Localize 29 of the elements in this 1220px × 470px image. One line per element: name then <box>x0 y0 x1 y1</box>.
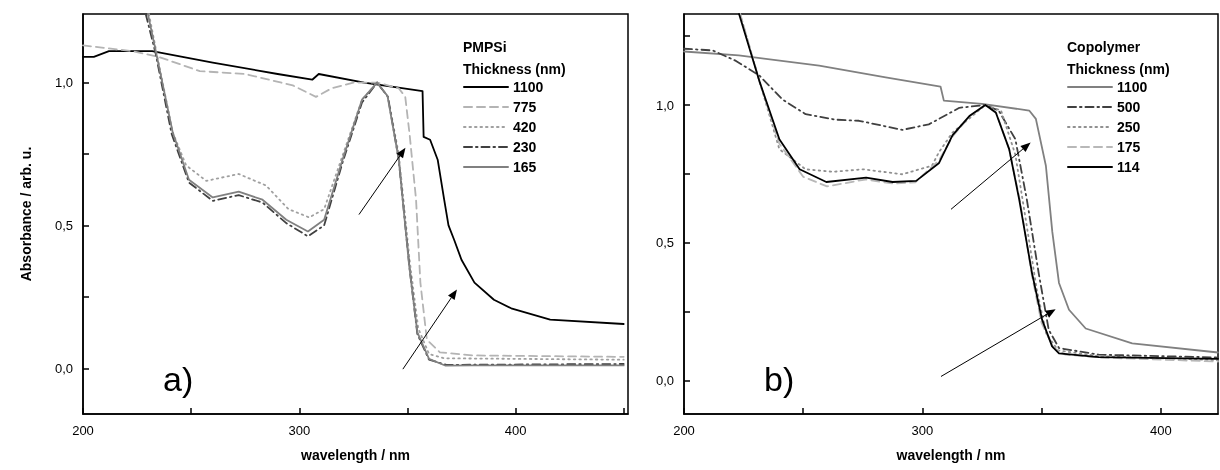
legend-label: 500 <box>1117 99 1141 115</box>
y-tick-label: 0,5 <box>54 217 73 233</box>
legend-label: 114 <box>1117 159 1140 175</box>
legend-title: Copolymer Thickness (nm) <box>1067 39 1170 77</box>
legend-label: 165 <box>513 159 537 175</box>
legend-label: 775 <box>513 99 537 115</box>
x-tick-label: 300 <box>288 423 311 438</box>
legend-label: 250 <box>1117 119 1141 135</box>
y-tick-label: 0,5 <box>655 235 674 251</box>
legend-label: 175 <box>1117 139 1141 155</box>
annotation: b) <box>764 360 795 398</box>
legend-title: PMPSi Thickness (nm) <box>463 39 566 77</box>
legend-label: 230 <box>513 139 537 155</box>
y-tick-label: 1,0 <box>655 97 674 113</box>
x-tick-label: 200 <box>673 423 695 438</box>
legend-label: 1100 <box>513 79 544 95</box>
x-tick-label: 200 <box>72 423 94 438</box>
x-tick-label: 400 <box>1149 423 1172 438</box>
annotation: a) <box>163 360 194 398</box>
x-tick-label: 300 <box>911 423 934 438</box>
x-tick-label: 400 <box>504 423 527 438</box>
y-axis-title: Absorbance / arb. u. <box>18 146 34 282</box>
y-tick-label: 1,0 <box>54 75 73 91</box>
x-axis-title: wavelength / nm <box>300 447 410 463</box>
legend-label: 1100 <box>1117 79 1148 95</box>
legend-label: 420 <box>513 119 537 135</box>
y-tick-label: 0,0 <box>54 360 73 376</box>
x-axis-title: wavelength / nm <box>895 447 1006 463</box>
y-tick-label: 0,0 <box>655 373 674 389</box>
